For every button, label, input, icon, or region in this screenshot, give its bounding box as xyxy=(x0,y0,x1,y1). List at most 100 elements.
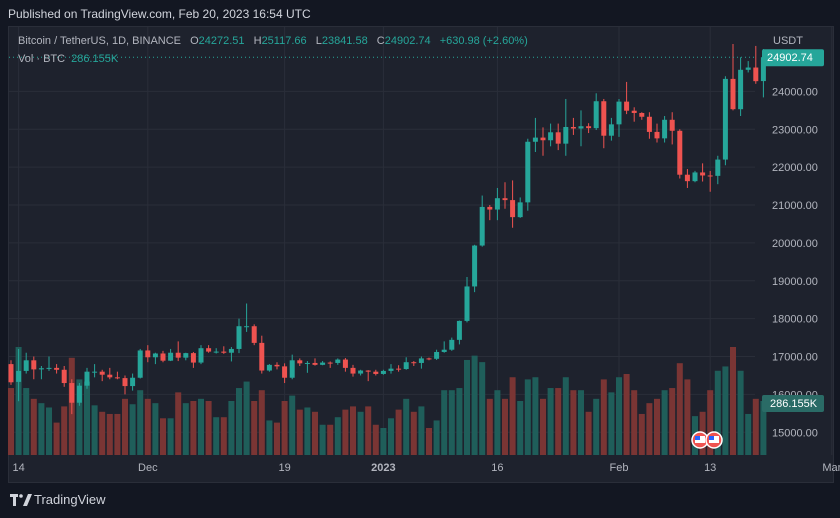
candle-body[interactable] xyxy=(130,377,136,387)
candle-body[interactable] xyxy=(692,172,698,182)
candle-body[interactable] xyxy=(114,377,120,379)
candle-body[interactable] xyxy=(608,124,614,136)
candle-body[interactable] xyxy=(578,126,584,129)
candle-body[interactable] xyxy=(175,352,181,358)
candle-body[interactable] xyxy=(669,119,675,131)
candle-body[interactable] xyxy=(646,116,652,132)
candle-body[interactable] xyxy=(297,360,303,364)
candle-body[interactable] xyxy=(738,69,744,110)
candle-body[interactable] xyxy=(502,198,508,201)
candle-body[interactable] xyxy=(753,67,759,82)
candle-body[interactable] xyxy=(707,175,713,177)
candle-body[interactable] xyxy=(54,367,60,370)
candle-body[interactable] xyxy=(152,353,158,358)
candle-body[interactable] xyxy=(662,119,668,139)
candle-body[interactable] xyxy=(31,360,37,370)
candle-body[interactable] xyxy=(532,137,538,142)
candle-body[interactable] xyxy=(403,362,409,370)
candle-body[interactable] xyxy=(350,367,356,374)
candle-body[interactable] xyxy=(570,126,576,129)
candle-body[interactable] xyxy=(320,362,326,365)
candle-body[interactable] xyxy=(206,348,212,352)
candle-body[interactable] xyxy=(107,374,113,378)
candle-body[interactable] xyxy=(76,385,82,403)
candle-body[interactable] xyxy=(525,141,531,203)
candle-body[interactable] xyxy=(388,368,394,371)
candle-body[interactable] xyxy=(418,358,424,363)
candle-body[interactable] xyxy=(228,348,234,353)
candle-body[interactable] xyxy=(8,364,14,383)
candle-body[interactable] xyxy=(365,370,371,372)
candle-body[interactable] xyxy=(540,137,546,141)
candle-body[interactable] xyxy=(654,131,660,139)
candle-body[interactable] xyxy=(213,351,219,353)
candle-body[interactable] xyxy=(601,101,607,136)
candle-body[interactable] xyxy=(487,206,493,210)
candle-body[interactable] xyxy=(282,366,288,378)
candle-body[interactable] xyxy=(380,370,386,374)
candle-body[interactable] xyxy=(69,383,75,403)
candle-body[interactable] xyxy=(327,362,333,364)
candle-body[interactable] xyxy=(593,101,599,129)
candle-body[interactable] xyxy=(586,126,592,129)
candle-body[interactable] xyxy=(84,371,90,386)
candle-body[interactable] xyxy=(464,286,470,321)
candle-body[interactable] xyxy=(434,351,440,359)
candle-body[interactable] xyxy=(456,320,462,340)
candle-body[interactable] xyxy=(304,362,310,364)
candle-body[interactable] xyxy=(358,370,364,374)
candle-body[interactable] xyxy=(479,206,485,246)
candle-body[interactable] xyxy=(190,353,196,363)
candle-body[interactable] xyxy=(510,200,516,218)
candle-body[interactable] xyxy=(563,126,569,144)
candle-body[interactable] xyxy=(715,159,721,176)
candle-body[interactable] xyxy=(46,367,52,369)
candle-body[interactable] xyxy=(160,353,166,361)
candle-body[interactable] xyxy=(760,57,766,82)
candle-body[interactable] xyxy=(548,132,554,141)
candle-body[interactable] xyxy=(342,359,348,368)
candle-body[interactable] xyxy=(426,358,432,360)
candle-body[interactable] xyxy=(244,326,250,328)
candle-body[interactable] xyxy=(494,198,500,210)
candle-body[interactable] xyxy=(137,350,143,378)
candle-body[interactable] xyxy=(23,360,29,371)
candle-body[interactable] xyxy=(722,78,728,160)
candle-body[interactable] xyxy=(183,353,189,358)
candle-body[interactable] xyxy=(61,369,67,384)
candle-body[interactable] xyxy=(730,78,736,110)
candle-body[interactable] xyxy=(639,112,645,117)
candle-body[interactable] xyxy=(99,371,105,375)
candle-body[interactable] xyxy=(221,351,227,353)
candle-body[interactable] xyxy=(92,371,98,373)
candle-body[interactable] xyxy=(472,245,478,287)
candle-body[interactable] xyxy=(335,359,341,363)
candle-body[interactable] xyxy=(745,67,751,70)
candle-body[interactable] xyxy=(236,326,242,349)
candle-body[interactable] xyxy=(677,130,683,175)
candle-body[interactable] xyxy=(312,362,318,365)
candle-body[interactable] xyxy=(259,342,265,371)
candle-body[interactable] xyxy=(411,362,417,364)
candle-body[interactable] xyxy=(441,349,447,352)
candle-body[interactable] xyxy=(517,202,523,218)
candle-body[interactable] xyxy=(396,368,402,370)
candle-body[interactable] xyxy=(289,360,295,378)
candle-body[interactable] xyxy=(145,350,151,358)
candle-body[interactable] xyxy=(16,370,22,382)
candle-body[interactable] xyxy=(168,352,174,361)
footer-brand[interactable]: TradingView xyxy=(10,492,106,507)
candle-body[interactable] xyxy=(700,172,706,176)
candle-body[interactable] xyxy=(684,174,690,182)
candle-body[interactable] xyxy=(122,378,128,387)
candle-body[interactable] xyxy=(251,326,257,343)
candle-body[interactable] xyxy=(624,101,630,111)
candle-body[interactable] xyxy=(373,371,379,374)
candle-body[interactable] xyxy=(274,364,280,367)
candle-body[interactable] xyxy=(631,110,637,113)
candle-body[interactable] xyxy=(38,368,44,370)
candle-body[interactable] xyxy=(616,101,622,125)
candle-body[interactable] xyxy=(266,364,272,371)
event-flags-icon[interactable] xyxy=(691,431,723,449)
